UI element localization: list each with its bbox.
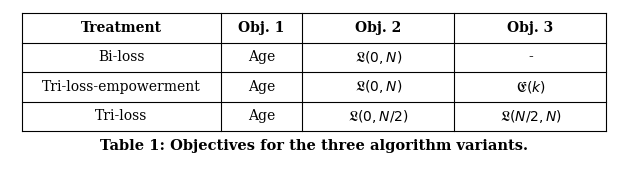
Text: $\mathfrak{L}(0, N)$: $\mathfrak{L}(0, N)$: [355, 49, 402, 66]
Text: Age: Age: [248, 51, 275, 64]
Text: Obj. 2: Obj. 2: [355, 21, 402, 35]
Text: Table 1: Objectives for the three algorithm variants.: Table 1: Objectives for the three algori…: [100, 139, 528, 153]
Text: $\mathfrak{L}(0, N/2)$: $\mathfrak{L}(0, N/2)$: [348, 108, 409, 125]
Text: Age: Age: [248, 109, 275, 123]
Text: Treatment: Treatment: [81, 21, 162, 35]
Text: Age: Age: [248, 80, 275, 94]
Text: Bi-loss: Bi-loss: [98, 51, 144, 64]
Text: $\mathfrak{E}(k)$: $\mathfrak{E}(k)$: [516, 79, 545, 95]
Text: -: -: [528, 51, 533, 64]
Text: $\mathfrak{L}(0, N)$: $\mathfrak{L}(0, N)$: [355, 78, 402, 95]
Text: Tri-loss-empowerment: Tri-loss-empowerment: [42, 80, 200, 94]
Text: $\mathfrak{L}(N/2, N)$: $\mathfrak{L}(N/2, N)$: [499, 108, 561, 125]
Text: Obj. 1: Obj. 1: [238, 21, 285, 35]
Text: Tri-loss: Tri-loss: [95, 109, 147, 123]
Text: Obj. 3: Obj. 3: [508, 21, 554, 35]
